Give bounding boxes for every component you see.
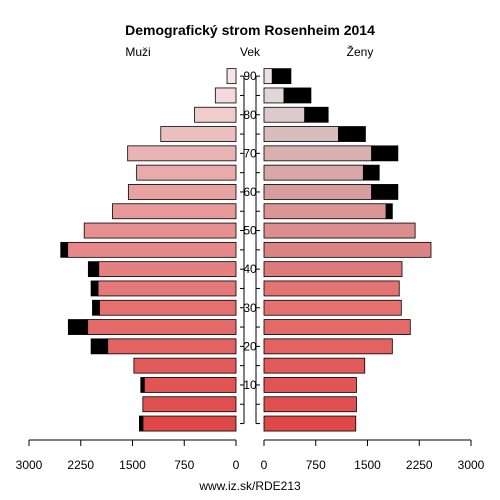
male-bar-50-54 [83, 222, 237, 239]
female-surplus-90+ [271, 68, 292, 85]
male-x-tick-label: 3000 [16, 458, 43, 472]
female-bar-45-49 [263, 241, 432, 258]
female-bar-90+ [263, 68, 273, 85]
male-surplus-10-14 [140, 377, 145, 393]
age-tick-label: 40 [243, 262, 257, 276]
age-axis-label: Vek [240, 45, 261, 59]
male-bar-10-14 [143, 377, 237, 393]
age-axis: 10 20 30 40 50 60 70 80 90 [240, 69, 260, 425]
male-surplus-40-44 [87, 261, 100, 278]
female-bar-85-89 [263, 87, 285, 104]
female-bar-75-79 [263, 126, 339, 142]
female-x-tick-label: 2250 [406, 458, 433, 472]
male-label: Muži [125, 45, 150, 59]
female-bar-0-4 [263, 415, 357, 432]
male-bar-30-34 [98, 299, 237, 316]
female-bar-25-29 [263, 319, 411, 335]
female-bar-80-84 [263, 106, 306, 123]
female-bar-15-19 [263, 357, 366, 374]
age-tick-label: 60 [243, 185, 257, 199]
female-surplus-75-79 [338, 126, 366, 142]
female-surplus-60-64 [371, 184, 399, 200]
male-bars [60, 68, 237, 432]
male-bar-80-84 [194, 106, 237, 123]
male-bar-20-24 [107, 338, 237, 355]
male-surplus-35-39 [90, 280, 99, 297]
male-surplus-0-4 [138, 415, 144, 432]
female-bar-10-14 [263, 377, 357, 393]
age-tick-label: 90 [243, 69, 257, 83]
male-surplus-25-29 [67, 319, 89, 335]
male-x-tick-label: 750 [174, 458, 194, 472]
female-surplus-70-74 [371, 145, 399, 162]
female-surplus-65-69 [362, 164, 380, 181]
male-x-tick-label: 0 [233, 458, 240, 472]
female-bar-35-39 [263, 280, 400, 297]
age-tick-label: 10 [243, 378, 257, 392]
male-bar-40-44 [98, 261, 237, 278]
age-tick-label: 30 [243, 301, 257, 315]
male-bar-0-4 [142, 415, 237, 432]
male-bar-25-29 [87, 319, 237, 335]
female-bar-40-44 [263, 261, 403, 278]
male-bar-65-69 [136, 164, 237, 181]
male-bar-70-74 [127, 145, 237, 162]
male-bar-60-64 [127, 184, 237, 200]
age-tick-label: 50 [243, 224, 257, 238]
female-bar-5-9 [263, 396, 357, 413]
age-tick-label: 20 [243, 339, 257, 353]
female-surplus-55-59 [385, 203, 393, 220]
female-x-axis: 0 750 1500 2250 3000 [261, 439, 485, 472]
female-bar-20-24 [263, 338, 393, 355]
male-x-tick-label: 1500 [119, 458, 146, 472]
female-x-tick-label: 750 [306, 458, 326, 472]
female-bar-55-59 [263, 203, 387, 220]
male-bar-15-19 [133, 357, 237, 374]
male-x-axis: 0 750 1500 2250 3000 [16, 439, 240, 472]
age-tick-label: 70 [243, 146, 257, 160]
male-bar-90+ [226, 68, 237, 85]
chart-title: Demografický strom Rosenheim 2014 [125, 22, 375, 38]
male-bar-55-59 [112, 203, 237, 220]
female-bar-65-69 [263, 164, 364, 181]
female-x-tick-label: 1500 [354, 458, 381, 472]
female-bar-50-54 [263, 222, 416, 239]
male-bar-85-89 [214, 87, 237, 104]
female-x-tick-label: 3000 [458, 458, 485, 472]
female-surplus-85-89 [283, 87, 312, 104]
female-bars [263, 68, 432, 432]
female-bar-30-34 [263, 299, 402, 316]
female-bar-60-64 [263, 184, 373, 200]
female-x-tick-label: 0 [261, 458, 268, 472]
male-surplus-30-34 [92, 299, 100, 316]
female-label: Ženy [347, 44, 374, 59]
male-x-tick-label: 2250 [67, 458, 94, 472]
male-surplus-45-49 [60, 241, 69, 258]
male-bar-45-49 [67, 241, 237, 258]
footer-url: www.iz.sk/RDE213 [198, 479, 301, 493]
female-surplus-80-84 [304, 106, 329, 123]
female-bar-70-74 [263, 145, 373, 162]
male-bar-5-9 [142, 396, 237, 413]
age-tick-label: 80 [243, 108, 257, 122]
male-surplus-20-24 [90, 338, 109, 355]
male-bar-35-39 [97, 280, 237, 297]
male-bar-75-79 [160, 126, 237, 142]
